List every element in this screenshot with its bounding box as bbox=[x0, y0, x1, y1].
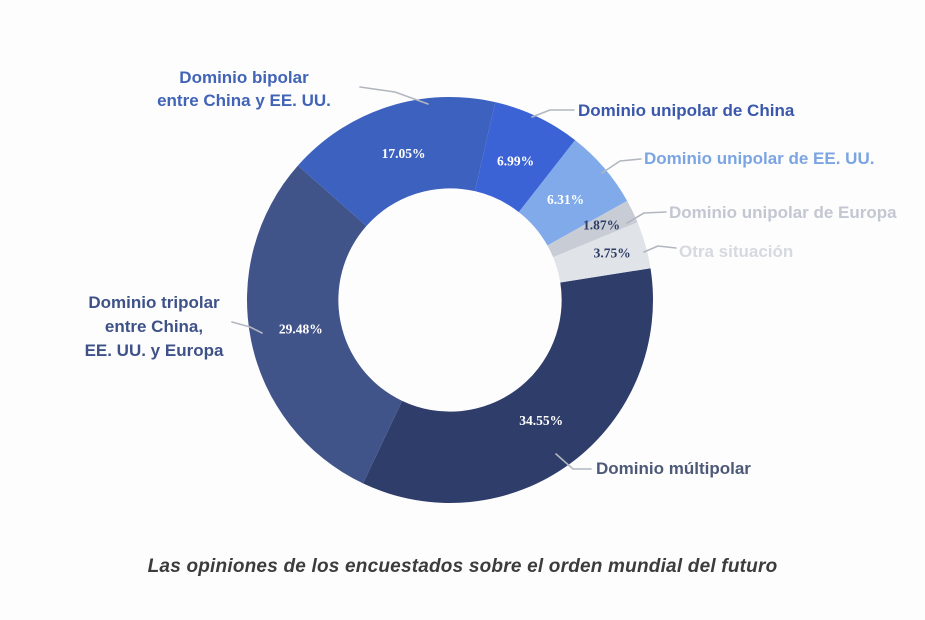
donut-slice-5 bbox=[547, 200, 638, 258]
slice-percent-label: 6.99% bbox=[497, 154, 534, 169]
callout-label-dominio-unipolar-china: Dominio unipolar de China bbox=[578, 101, 795, 120]
donut-slice-3 bbox=[474, 102, 576, 213]
callout-line-bipolar bbox=[359, 86, 429, 105]
slice-percent-label: 17.05% bbox=[382, 146, 426, 161]
callout-label-dominio-unipolar-eeuu: Dominio unipolar de EE. UU. bbox=[644, 149, 875, 168]
callout-line-tripolar bbox=[231, 321, 263, 334]
callout-connectors bbox=[231, 86, 677, 470]
donut-slice-4 bbox=[518, 140, 628, 246]
donut-slice-1 bbox=[246, 165, 403, 484]
slice-percent-labels: 34.55% 29.48% 17.05% 6.99% 6.31% 1.87% 3.75% bbox=[279, 146, 631, 428]
chart-caption: Las opiniones de los encuestados sobre e… bbox=[147, 556, 778, 577]
donut-slices bbox=[246, 96, 654, 504]
slice-percent-label: 29.48% bbox=[279, 322, 323, 337]
callout-line-otra bbox=[643, 245, 677, 253]
callout-label-otra-situacion: Otra situación bbox=[679, 242, 794, 261]
callout-label-dominio-tripolar: Dominio tripolar entre China, EE. UU. y … bbox=[84, 293, 224, 360]
callout-label-dominio-multipolar: Dominio múltipolar bbox=[596, 459, 751, 478]
donut-slice-0 bbox=[362, 268, 654, 504]
callout-label-dominio-unipolar-europa: Dominio unipolar de Europa bbox=[669, 203, 897, 222]
callout-line-multipolar bbox=[555, 453, 592, 470]
slice-percent-label: 1.87% bbox=[583, 218, 620, 233]
donut-slice-2 bbox=[297, 96, 496, 227]
callout-line-europa bbox=[626, 211, 667, 224]
callout-label-dominio-bipolar: Dominio bipolar entre China y EE. UU. bbox=[157, 68, 331, 110]
callout-line-china bbox=[531, 109, 575, 118]
slice-percent-label: 3.75% bbox=[594, 245, 631, 260]
callout-line-eeuu bbox=[601, 158, 642, 174]
donut-slice-6 bbox=[553, 222, 651, 283]
slice-percent-label: 6.31% bbox=[547, 192, 584, 207]
slice-percent-label: 34.55% bbox=[519, 413, 563, 428]
